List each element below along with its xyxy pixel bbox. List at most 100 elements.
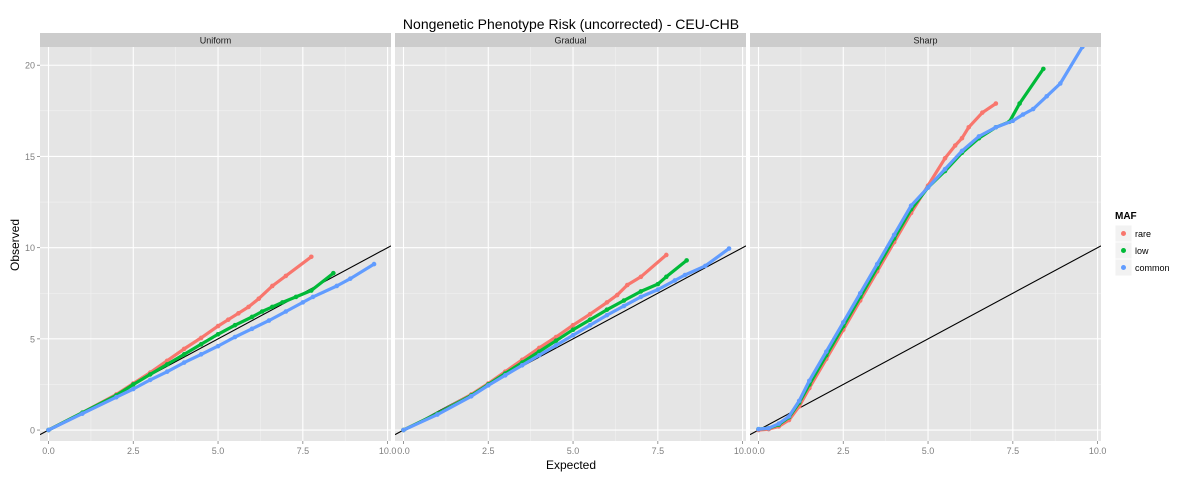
data-point	[502, 373, 508, 378]
data-point	[993, 124, 999, 130]
data-point	[908, 203, 914, 208]
data-point	[249, 326, 255, 332]
series-common	[46, 261, 377, 433]
data-point	[519, 363, 525, 368]
data-point	[164, 369, 170, 374]
data-point	[485, 383, 491, 388]
data-point	[293, 294, 299, 300]
data-point	[309, 288, 314, 293]
y-tick-label: 20	[25, 61, 35, 71]
data-point	[604, 312, 610, 318]
data-point	[874, 261, 880, 267]
y-tick-label: 10	[25, 243, 35, 253]
data-point	[959, 135, 965, 141]
x-tick-label: 10.0	[734, 446, 752, 456]
legend-label: common	[1135, 263, 1170, 273]
legend: MAF rare low common	[1114, 211, 1170, 277]
legend-item-low: low	[1114, 241, 1149, 260]
data-point	[1080, 47, 1085, 50]
data-point	[198, 352, 204, 357]
data-point	[1010, 118, 1016, 124]
data-point	[215, 331, 221, 337]
legend-marker	[1121, 248, 1126, 253]
data-point	[259, 309, 265, 314]
x-tick-label: 0.0	[397, 446, 410, 456]
y-axis-label: Observed	[8, 219, 22, 271]
data-layer	[395, 245, 746, 436]
x-tick-label: 0.0	[42, 446, 55, 456]
data-point	[469, 394, 474, 399]
data-point	[215, 343, 221, 349]
data-point	[225, 317, 231, 322]
data-point	[236, 311, 241, 316]
data-point	[682, 272, 688, 278]
data-point	[1020, 112, 1026, 117]
data-point	[672, 278, 678, 283]
data-point	[684, 258, 689, 263]
data-point	[331, 270, 336, 276]
x-tick-label: 0.0	[752, 446, 765, 456]
data-point	[198, 342, 204, 347]
data-point	[796, 398, 802, 404]
data-point	[638, 294, 644, 300]
data-point	[655, 281, 661, 287]
data-point	[570, 322, 576, 328]
reference-line	[750, 245, 1101, 436]
data-point	[756, 426, 761, 432]
data-point	[1041, 66, 1046, 72]
data-point	[966, 124, 972, 130]
data-point	[266, 318, 272, 323]
strip-background	[750, 33, 1101, 47]
data-point	[604, 300, 610, 305]
data-point	[348, 276, 353, 281]
series-common	[401, 246, 732, 433]
data-point	[181, 352, 187, 357]
legend-item-common: common	[1114, 258, 1170, 277]
data-point	[840, 320, 846, 325]
data-point	[164, 362, 170, 367]
data-point	[570, 327, 576, 333]
data-point	[435, 412, 440, 417]
data-point	[270, 304, 275, 310]
strip-label: Sharp	[913, 36, 937, 46]
panel-background	[750, 47, 1101, 441]
x-axis-label: Expected	[546, 458, 596, 472]
facet-panel-gradual: Gradual 0.0 2.5 5.0 7.5 10.0	[395, 33, 751, 456]
data-point	[283, 309, 289, 314]
data-point	[976, 134, 982, 139]
x-tick-label: 5.0	[212, 446, 225, 456]
data-point	[536, 352, 542, 358]
data-point	[249, 314, 255, 320]
x-tick-label: 2.5	[482, 446, 495, 456]
legend-marker	[1121, 231, 1126, 236]
data-point	[1058, 81, 1063, 86]
data-point	[270, 283, 275, 289]
x-tick-label: 10.0	[379, 446, 397, 456]
data-point	[198, 335, 204, 341]
x-tick-label: 2.5	[837, 446, 850, 456]
series-common	[756, 47, 1085, 432]
data-point	[625, 282, 630, 288]
data-point	[130, 386, 136, 392]
data-point	[114, 394, 119, 400]
data-point	[776, 421, 782, 426]
x-tick-label: 5.0	[922, 446, 935, 456]
facet-panel-uniform: Uniform 0.0 2.5 5.0 7.5 10.0 0 5 10 15 20	[25, 33, 396, 456]
x-tick-label: 7.5	[297, 446, 310, 456]
strip-background	[40, 33, 391, 47]
data-point	[621, 303, 627, 309]
data-point	[664, 252, 669, 258]
data-point	[309, 254, 314, 260]
legend-title: MAF	[1115, 211, 1137, 222]
data-point	[786, 414, 792, 419]
strip-background	[395, 33, 746, 47]
data-point	[181, 360, 187, 365]
data-layer	[750, 47, 1101, 436]
y-tick-label: 15	[25, 152, 35, 162]
data-point	[181, 346, 187, 352]
facet-panels: Uniform 0.0 2.5 5.0 7.5 10.0 0 5 10 15 20 Gradual 0.…	[25, 33, 1106, 456]
data-point	[553, 338, 559, 343]
data-point	[726, 246, 732, 251]
data-point	[570, 332, 576, 338]
data-point	[824, 349, 829, 354]
